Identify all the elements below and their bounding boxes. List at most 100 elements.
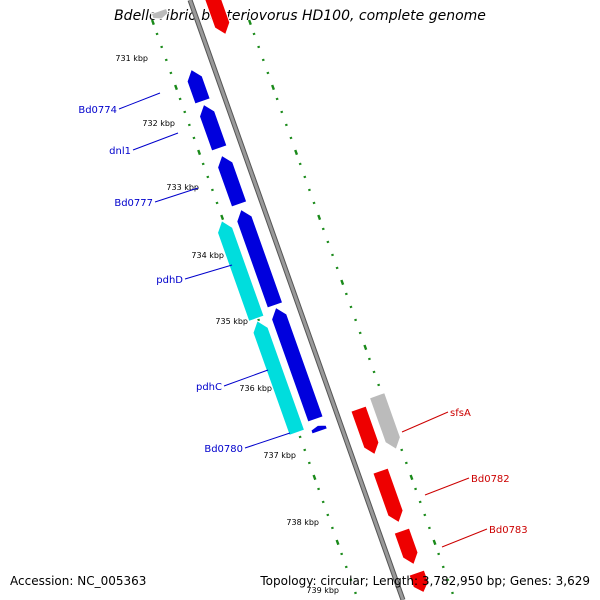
gene-bd0777-arrow[interactable] — [217, 154, 248, 208]
kbp-tick-label: 735 kbp — [215, 317, 248, 326]
inner-guide-mark — [197, 149, 202, 156]
gene-bd0782-arrow[interactable] — [372, 467, 404, 524]
outer-guide-mark — [261, 58, 265, 62]
outer-guide-mark — [335, 266, 339, 270]
gene-forward-top[interactable] — [203, 0, 231, 36]
gene-label-leader — [441, 528, 488, 548]
inner-guide-mark — [354, 591, 357, 595]
kbp-tick-label: 732 kbp — [142, 119, 175, 128]
outer-guide-mark — [284, 123, 288, 127]
outer-guide-mark — [271, 84, 275, 91]
inner-guide-mark — [178, 97, 182, 101]
outer-guide-mark — [446, 578, 450, 582]
gene-label-bd0782[interactable]: Bd0782 — [471, 474, 510, 485]
gene-label-leader — [244, 432, 291, 449]
inner-guide-mark — [340, 552, 344, 556]
kbp-tick-label: 733 kbp — [166, 183, 199, 192]
gene-label-bd0777[interactable]: Bd0777 — [114, 198, 153, 209]
inner-guide-mark — [206, 175, 210, 179]
gene-label-leader — [401, 411, 449, 433]
inner-guide-mark — [174, 84, 178, 91]
outer-guide-mark — [307, 188, 311, 192]
inner-guide-mark — [307, 461, 311, 465]
outer-guide-mark — [409, 474, 414, 481]
kbp-ruler: 731 kbp 732 kbp 733 kbp 734 kbp 735 kbp 736 k… — [115, 54, 339, 595]
inner-guide-mark — [326, 513, 330, 517]
inner-guide-mark — [164, 58, 168, 62]
inner-guide-mark — [344, 565, 348, 569]
inner-guide-mark — [201, 162, 205, 166]
outer-guide-mark — [312, 201, 316, 205]
gene-labels: Bd0774 dnl1 Bd0777 pdhD pdhC Bd0780 sfsA Bd0782… — [78, 92, 528, 548]
inner-guide-mark — [298, 435, 302, 439]
inner-guide-mark — [183, 110, 187, 114]
outer-guide-mark — [354, 318, 358, 322]
inner-guide-mark — [335, 539, 340, 546]
outer-guide-mark — [418, 500, 422, 504]
outer-guide-mark — [266, 71, 270, 75]
inner-guide-mark — [312, 474, 317, 481]
outer-guide-mark — [317, 214, 322, 221]
outer-guide-mark — [252, 32, 256, 36]
outer-guide-mark — [289, 136, 293, 140]
kbp-tick-label: 736 kbp — [239, 384, 272, 393]
gene-bd0780-arrow[interactable] — [310, 424, 328, 435]
outer-guide-mark — [326, 240, 330, 244]
inner-guide-mark — [187, 123, 191, 127]
inner-guide-mark — [160, 45, 164, 49]
outer-dotted-guide — [247, 19, 454, 595]
inner-guide-mark — [220, 214, 225, 221]
gene-label-leader — [223, 369, 269, 387]
inner-guide-mark — [349, 578, 353, 582]
map-title: Bdellovibrio bacteriovorus HD100, comple… — [114, 8, 486, 24]
inner-guide-mark — [192, 136, 196, 140]
gene-reverse-b[interactable] — [271, 306, 324, 423]
gene-bd0774-arrow[interactable] — [186, 68, 211, 105]
inner-guide-mark — [303, 448, 307, 452]
gene-reverse-a[interactable] — [236, 208, 284, 309]
inner-guide-mark — [210, 188, 214, 192]
outer-guide-mark — [423, 513, 427, 517]
outer-guide-mark — [377, 383, 381, 387]
gene-label-bd0780[interactable]: Bd0780 — [204, 444, 243, 455]
outer-guide-mark — [441, 565, 445, 569]
outer-guide-mark — [404, 461, 408, 465]
genome-summary: Topology: circular; Length: 3,782,950 bp… — [260, 574, 590, 588]
outer-guide-mark — [414, 487, 418, 491]
inner-guide-mark — [317, 487, 321, 491]
outer-guide-mark — [275, 97, 279, 101]
genome-backbone-highlight — [188, 0, 405, 600]
inner-guide-mark — [155, 32, 159, 36]
outer-guide-mark — [358, 331, 362, 335]
gene-label-bd0783[interactable]: Bd0783 — [489, 525, 528, 536]
gene-sfsa-arrow[interactable] — [368, 391, 401, 451]
gene-label-sfsa[interactable]: sfsA — [450, 408, 471, 419]
gene-label-dnl1[interactable]: dnl1 — [109, 146, 131, 157]
outer-guide-mark — [331, 253, 334, 257]
outer-guide-mark — [344, 292, 348, 296]
gene-pdhd-arrow[interactable] — [216, 219, 265, 323]
kbp-tick-label: 738 kbp — [286, 518, 319, 527]
kbp-tick-label: 731 kbp — [115, 54, 148, 63]
outer-guide-mark — [280, 110, 284, 114]
outer-guide-mark — [340, 279, 345, 286]
gene-label-leader — [424, 477, 470, 496]
inner-guide-mark — [257, 318, 261, 322]
gene-label-pdhc[interactable]: pdhC — [196, 382, 222, 393]
gene-forward-a[interactable] — [350, 405, 380, 456]
gene-pdhc-arrow[interactable] — [252, 319, 306, 437]
gene-bd0783-arrow[interactable] — [393, 527, 419, 566]
gene-label-bd0774[interactable]: Bd0774 — [78, 105, 117, 116]
outer-guide-mark — [321, 227, 325, 231]
outer-guide-mark — [247, 19, 252, 26]
gene-label-pdhd[interactable]: pdhD — [156, 275, 183, 286]
gene-forward-bottom[interactable] — [408, 569, 429, 594]
gene-dnl1-arrow[interactable] — [198, 103, 228, 152]
inner-guide-mark — [330, 526, 334, 530]
inner-guide-mark — [215, 201, 219, 205]
kbp-tick-label: 734 kbp — [191, 251, 224, 260]
gene-gray-top[interactable] — [150, 7, 169, 20]
inner-guide-mark — [321, 500, 325, 504]
outer-guide-mark — [349, 305, 353, 309]
